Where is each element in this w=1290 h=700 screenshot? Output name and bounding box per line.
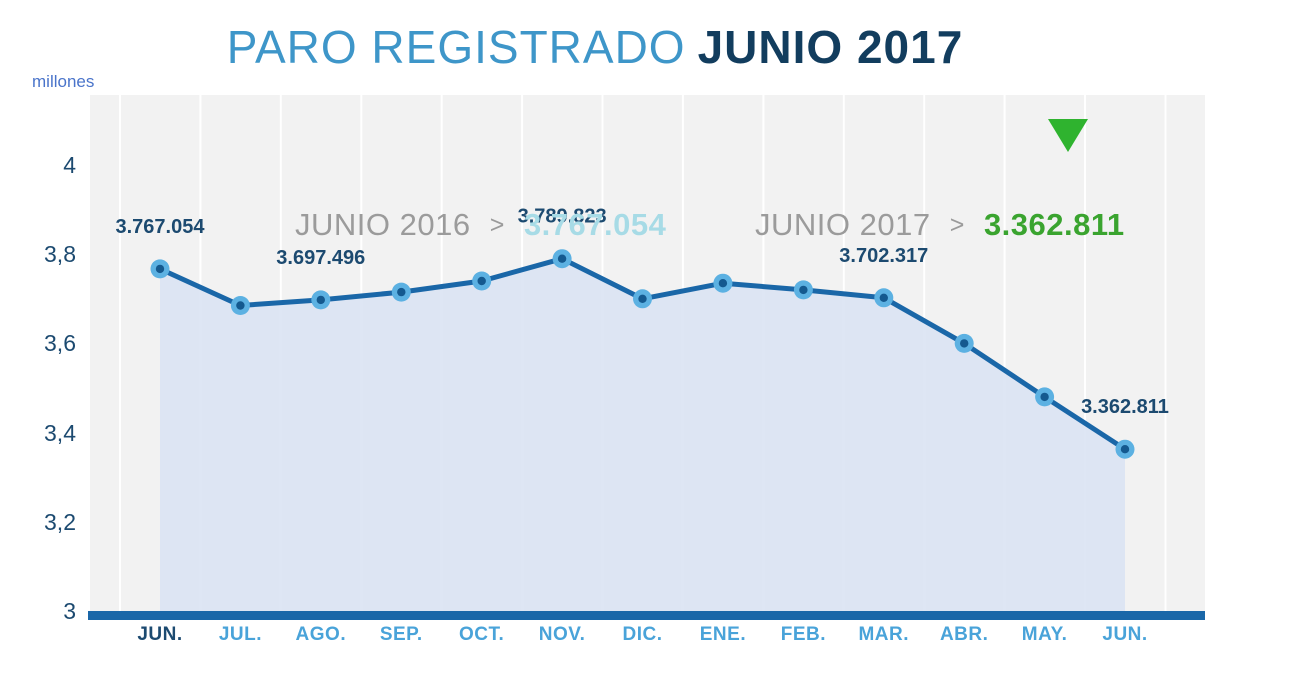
comparison-previous-value: 3.767.054 xyxy=(523,207,667,242)
data-point-marker-center xyxy=(718,279,728,288)
y-tick-label: 3,4 xyxy=(44,419,76,446)
x-axis-line xyxy=(88,611,1205,620)
x-tick-label: JUL. xyxy=(218,624,262,645)
y-tick-label: 4 xyxy=(63,152,76,178)
comparison-current: JUNIO 2017 > 3.362.811 xyxy=(755,207,1125,243)
x-tick-label: JUN. xyxy=(137,624,183,645)
x-tick-label: ENE. xyxy=(699,624,747,645)
greater-than-separator: > xyxy=(949,211,965,239)
y-tick-label: 3,8 xyxy=(44,241,76,268)
point-value-label: 3.362.811 xyxy=(1081,396,1169,418)
point-value-label: 3.702.317 xyxy=(839,245,928,267)
x-tick-label: DIC. xyxy=(622,624,663,645)
point-value-label: 3.789.823 xyxy=(518,206,607,228)
point-value-label: 3.697.496 xyxy=(276,247,365,269)
x-tick-label: MAY. xyxy=(1021,624,1068,645)
data-point-marker-center xyxy=(799,285,808,295)
data-point-marker-center xyxy=(316,295,325,305)
y-axis-unit-label: millones xyxy=(32,72,95,91)
x-tick-label: AGO. xyxy=(295,624,347,645)
data-point-marker-center xyxy=(1120,445,1130,454)
y-tick-label: 3,2 xyxy=(44,508,76,535)
plot-area: 3.767.054 3.697.496 3.789.823 3.702.317 3.36… xyxy=(90,95,1205,611)
x-tick-label: FEB. xyxy=(780,624,826,645)
trend-down-triangle-icon xyxy=(1048,119,1088,152)
data-point-marker-center xyxy=(397,287,406,297)
greater-than-separator: > xyxy=(489,211,505,239)
x-tick-label: SEP. xyxy=(379,624,423,645)
unemployment-line-chart: 3.767.054 3.697.496 3.789.823 3.702.317 3.36… xyxy=(116,95,1169,611)
data-point-marker-center xyxy=(236,301,245,310)
x-tick-label: JUN. xyxy=(1102,624,1148,645)
data-point-marker-center xyxy=(960,339,969,348)
title-bold-text: JUNIO 2017 xyxy=(697,21,964,73)
x-tick-label: NOV. xyxy=(538,624,586,645)
page-title: PARO REGISTRADO JUNIO 2017 xyxy=(0,20,1190,74)
data-point-marker-center xyxy=(638,294,647,303)
data-point-marker-center xyxy=(557,254,567,263)
y-tick-label: 3,6 xyxy=(44,330,76,357)
title-regular-text: PARO REGISTRADO xyxy=(226,21,686,73)
y-tick-label: 3 xyxy=(63,598,76,624)
data-point-marker-center xyxy=(155,264,165,274)
x-tick-label: OCT. xyxy=(459,624,505,645)
comparison-current-value: 3.362.811 xyxy=(983,207,1125,242)
comparison-previous: JUNIO 2016 > 3.767.054 xyxy=(295,207,666,243)
data-point-marker-center xyxy=(1040,392,1049,402)
x-tick-label: ABR. xyxy=(939,624,989,645)
comparison-previous-label: JUNIO 2016 xyxy=(295,207,471,242)
x-tick-label: MAR. xyxy=(858,624,910,645)
point-value-label: 3.767.054 xyxy=(116,216,206,238)
data-point-marker-center xyxy=(879,293,888,302)
data-point-marker-center xyxy=(477,276,486,286)
area-fill xyxy=(160,258,1125,611)
comparison-current-label: JUNIO 2017 xyxy=(755,207,931,242)
